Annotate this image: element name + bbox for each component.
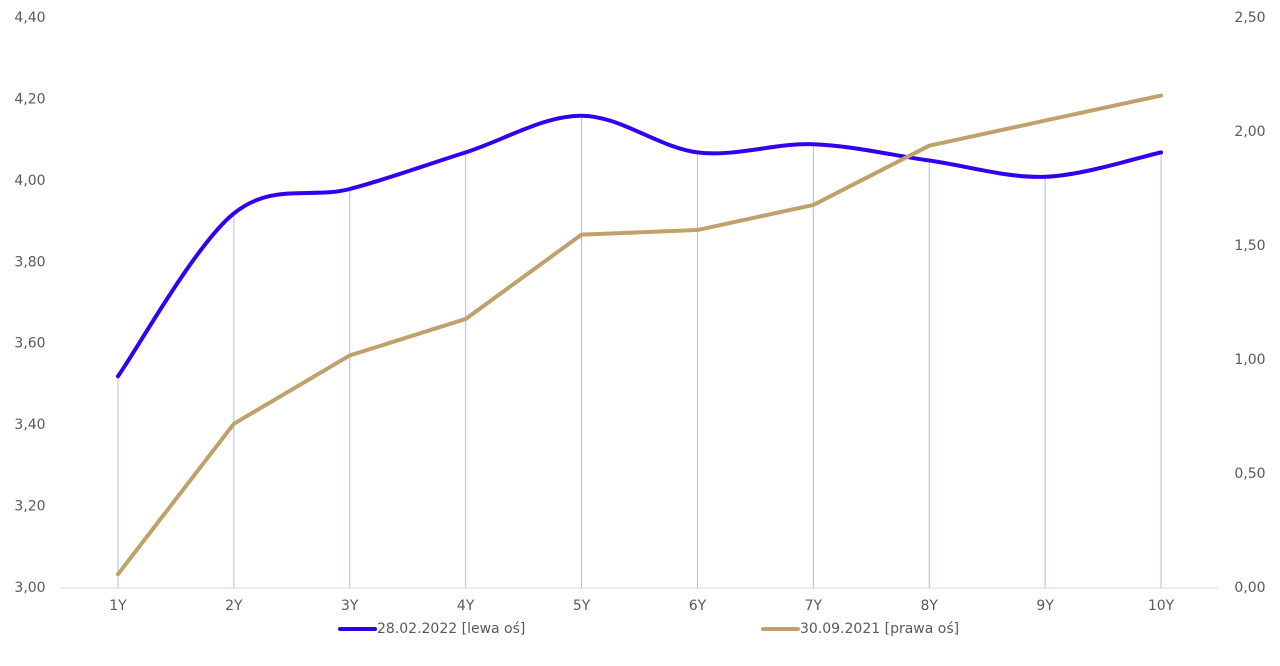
y-tick-label: 3,40 bbox=[14, 417, 45, 433]
x-tick-label: 9Y bbox=[1036, 598, 1054, 614]
y-tick-label: 4,20 bbox=[14, 91, 45, 107]
series-line bbox=[115, 113, 1164, 379]
y-tick-label: 4,00 bbox=[14, 173, 45, 189]
x-tick-label: 4Y bbox=[457, 598, 475, 614]
y2-tick-label: 0,00 bbox=[1234, 580, 1265, 596]
x-tick-label: 2Y bbox=[225, 598, 243, 614]
x-tick-label: 8Y bbox=[921, 598, 939, 614]
y2-tick-label: 2,00 bbox=[1234, 124, 1265, 140]
series-line bbox=[115, 93, 1164, 577]
x-tick-label: 1Y bbox=[109, 598, 127, 614]
y2-tick-label: 2,50 bbox=[1234, 10, 1265, 26]
y2-tick-label: 0,50 bbox=[1234, 466, 1265, 482]
y-tick-label: 3,20 bbox=[14, 499, 45, 515]
y-tick-label: 3,80 bbox=[14, 254, 45, 270]
x-tick-label: 3Y bbox=[341, 598, 359, 614]
legend-label: 30.09.2021 [prawa oś] bbox=[800, 621, 959, 637]
x-tick-label: 5Y bbox=[573, 598, 591, 614]
y2-tick-label: 1,50 bbox=[1234, 238, 1265, 254]
x-tick-label: 7Y bbox=[805, 598, 823, 614]
y-tick-label: 4,40 bbox=[14, 10, 45, 26]
y2-tick-label: 1,00 bbox=[1234, 352, 1265, 368]
x-tick-label: 10Y bbox=[1148, 598, 1175, 614]
y-tick-label: 3,00 bbox=[14, 580, 45, 596]
x-tick-label: 6Y bbox=[689, 598, 707, 614]
y-tick-label: 3,60 bbox=[14, 336, 45, 352]
legend-label: 28.02.2022 [lewa oś] bbox=[377, 621, 525, 637]
